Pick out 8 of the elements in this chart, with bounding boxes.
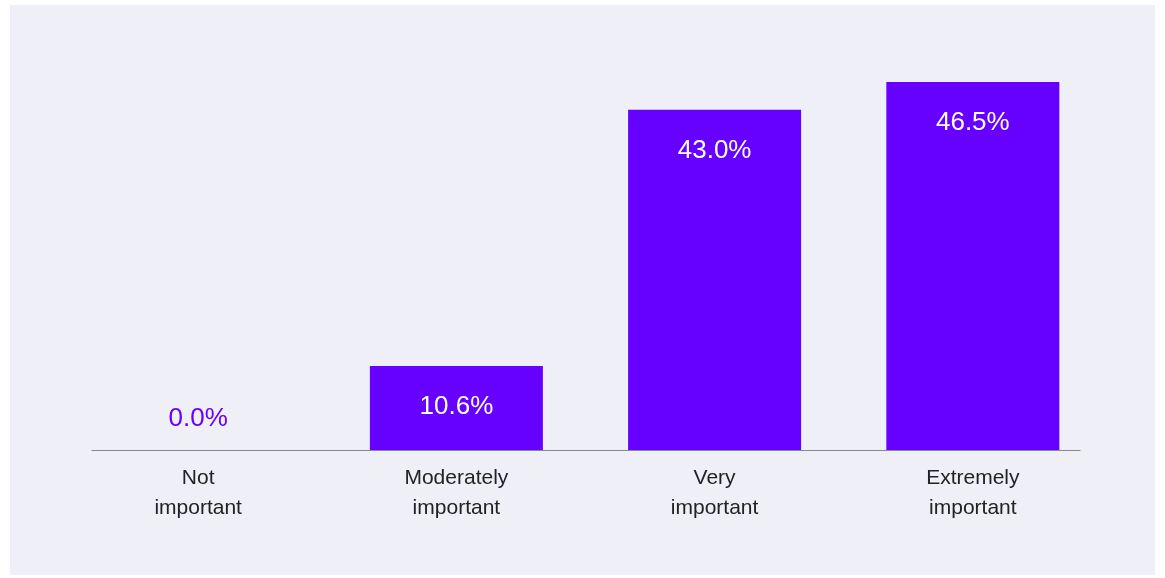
data-label: 10.6% [419, 390, 494, 421]
x-tick-label: Very important [670, 464, 759, 518]
x-tick-label: Not important [154, 464, 243, 518]
data-label: 46.5% [935, 106, 1010, 136]
data-label: 43.0% [677, 133, 752, 164]
x-tick-label: Moderately important [404, 464, 509, 518]
x-tick-label: Extremely important [926, 464, 1021, 518]
data-label: 0.0% [168, 402, 228, 432]
